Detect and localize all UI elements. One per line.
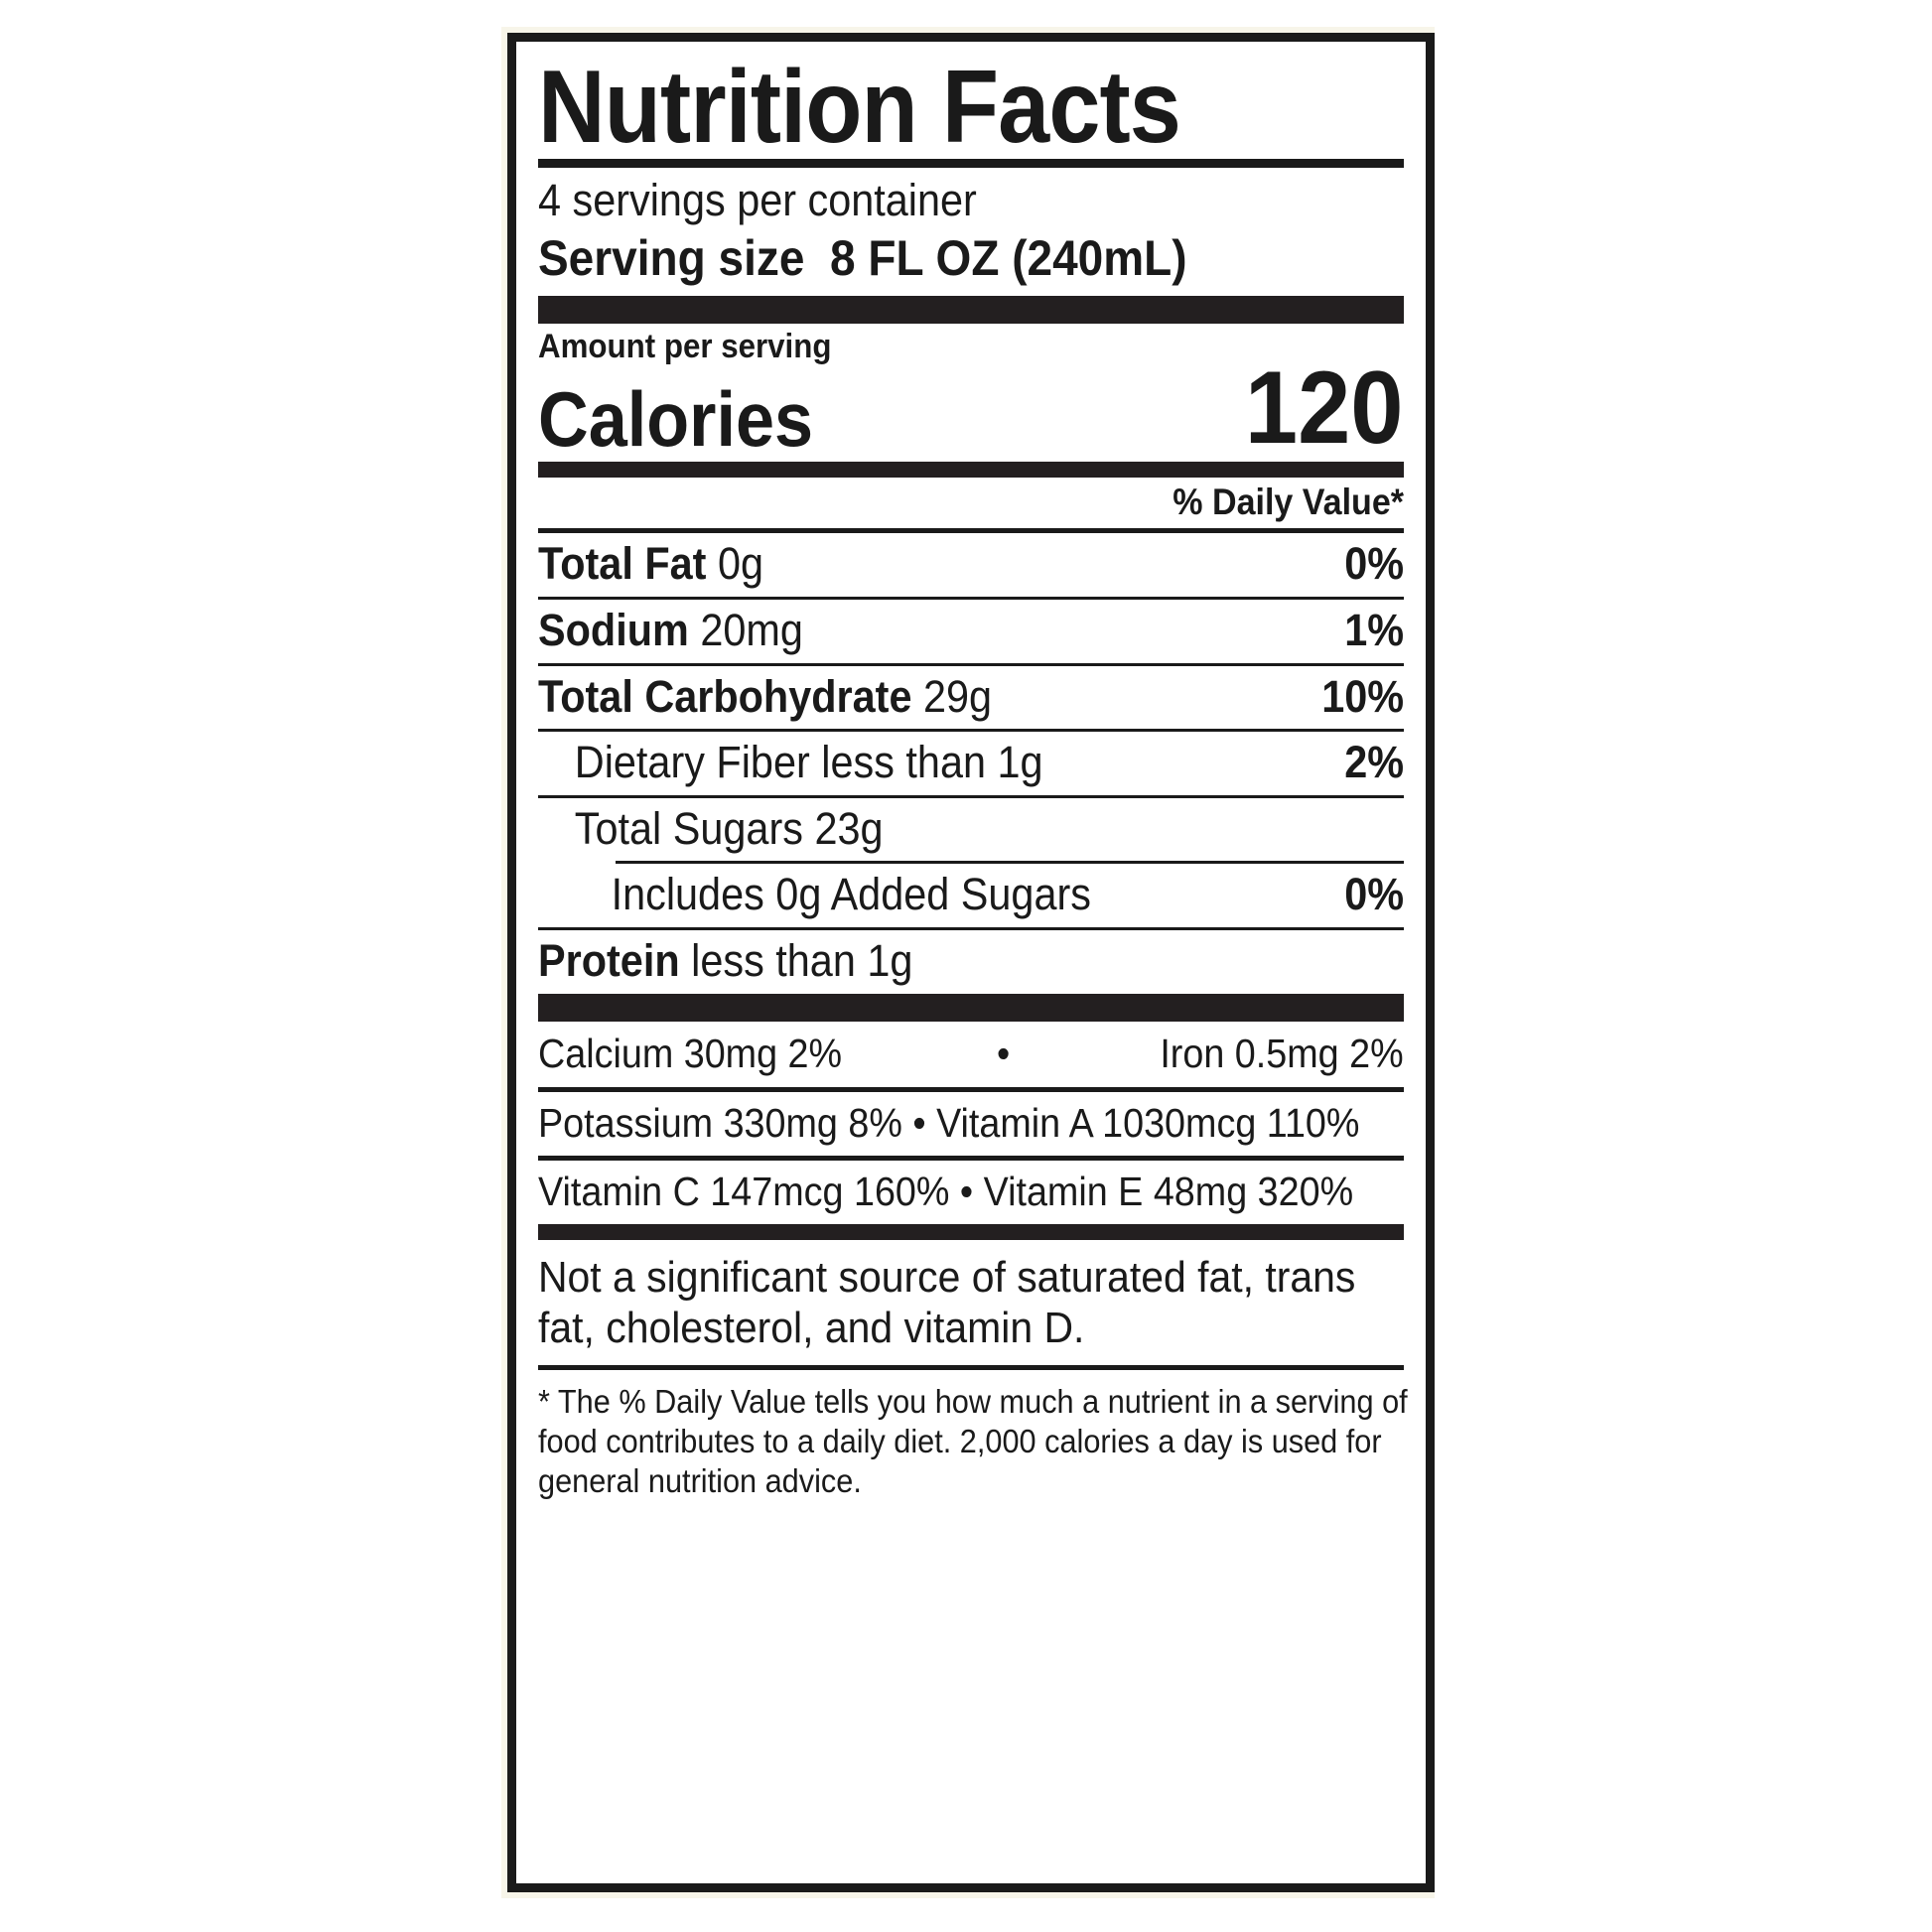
nutrition-facts-panel: Nutrition Facts 4 servings per container… [507,33,1435,1892]
nutrient-label-total-sugars: Total Sugars 23g [538,802,884,854]
nutrient-dv-dietary-fiber: 2% [1344,737,1404,788]
calories-label: Calories [538,375,814,464]
nutrient-label-sodium: Sodium 20mg [538,605,803,656]
rule-above-added-sugars [616,861,1404,865]
rule-above-footnote [538,1364,1404,1370]
bar-below-calories [538,462,1404,479]
rule-above-protein [538,926,1404,930]
bar-above-micronutrients [538,993,1404,1022]
nutrient-row-added-sugars: Includes 0g Added Sugars 0% [538,864,1404,927]
nutrient-dv-added-sugars: 0% [1344,869,1404,920]
nutrient-amount-total-carbohydrate: 29g [922,670,993,722]
nutrient-row-dietary-fiber: Dietary Fiber less than 1g 2% [538,732,1404,795]
micronutrient-iron: Iron 0.5mg 2% [1160,1030,1404,1076]
nutrient-dv-total-fat: 0% [1344,538,1404,590]
rule-above-total-fat [538,528,1404,534]
rule-above-sodium [538,597,1404,601]
rule-above-total-sugars [538,794,1404,798]
nutrient-label-added-sugars: Includes 0g Added Sugars [611,869,1091,920]
nutrition-facts-outer-frame: Nutrition Facts 4 servings per container… [501,27,1435,1898]
nutrient-amount-sodium: 20mg [700,605,803,656]
nutrient-label-dietary-fiber: Dietary Fiber less than 1g [538,737,1043,788]
nutrient-dv-sodium: 1% [1344,605,1404,656]
nutrient-name-total-sugars: Total Sugars [574,802,803,854]
serving-size-label: Serving size [538,229,805,286]
amount-per-serving-label: Amount per serving [538,327,832,365]
bar-above-not-significant-source [538,1223,1404,1240]
daily-value-footnote: * The % Daily Value tells you how much a… [538,1382,1408,1500]
serving-size-value: 8 FL OZ (240mL) [830,229,1187,286]
nutrient-name-sodium: Sodium [538,605,689,656]
nutrient-name-dietary-fiber: Dietary Fiber [574,737,810,788]
nutrient-row-sodium: Sodium 20mg 1% [538,600,1404,663]
nutrient-label-protein: Protein less than 1g [538,934,913,986]
servings-per-container: 4 servings per container [538,174,977,225]
daily-value-header: % Daily Value* [1173,482,1404,523]
rule-above-potassium-row [538,1086,1404,1092]
nutrient-label-total-carbohydrate: Total Carbohydrate 29g [538,670,993,722]
nutrient-amount-dietary-fiber: less than 1g [821,737,1043,788]
calories-row: Calories 120 [538,349,1404,466]
micronutrient-row-potassium-vitamin-a: Potassium 330mg 8% • Vitamin A 1030mcg 1… [538,1099,1360,1146]
rule-above-total-carbohydrate [538,662,1404,666]
nutrient-name-protein: Protein [538,934,680,986]
nutrient-row-protein: Protein less than 1g [538,930,1404,994]
nutrient-row-total-carbohydrate: Total Carbohydrate 29g 10% [538,666,1404,730]
nutrient-row-total-sugars: Total Sugars 23g [538,798,1404,862]
nutrient-row-total-fat: Total Fat 0g 0% [538,533,1404,597]
nutrient-label-total-fat: Total Fat 0g [538,540,763,589]
nutrient-amount-protein: less than 1g [691,934,913,986]
not-significant-source-text: Not a significant source of saturated fa… [538,1252,1356,1352]
nutrient-name-total-fat: Total Fat [538,538,707,590]
micronutrient-row-calcium-iron: Calcium 30mg 2% • Iron 0.5mg 2% [538,1022,1404,1087]
nutrition-facts-title-block: Nutrition Facts [538,42,1404,159]
nutrient-dv-total-carbohydrate: 10% [1321,670,1404,722]
micronutrient-row-vitamin-c-vitamin-e: Vitamin C 147mcg 160% • Vitamin E 48mg 3… [538,1168,1354,1214]
micronutrient-separator-dot: • [996,1030,1011,1076]
nutrient-amount-total-sugars: 23g [814,802,884,854]
rule-above-dietary-fiber [538,729,1404,733]
rule-above-vitamin-c-row [538,1155,1404,1161]
nutrient-name-total-carbohydrate: Total Carbohydrate [538,670,912,722]
nutrient-amount-total-fat: 0g [717,538,763,590]
calories-value: 120 [1245,349,1404,466]
serving-size-row: Serving size 8 FL OZ (240mL) [538,227,1334,296]
rule-under-title [538,158,1404,168]
bar-above-calories [538,295,1404,324]
label-title: Nutrition Facts [538,50,1181,159]
micronutrient-calcium: Calcium 30mg 2% [538,1030,843,1076]
